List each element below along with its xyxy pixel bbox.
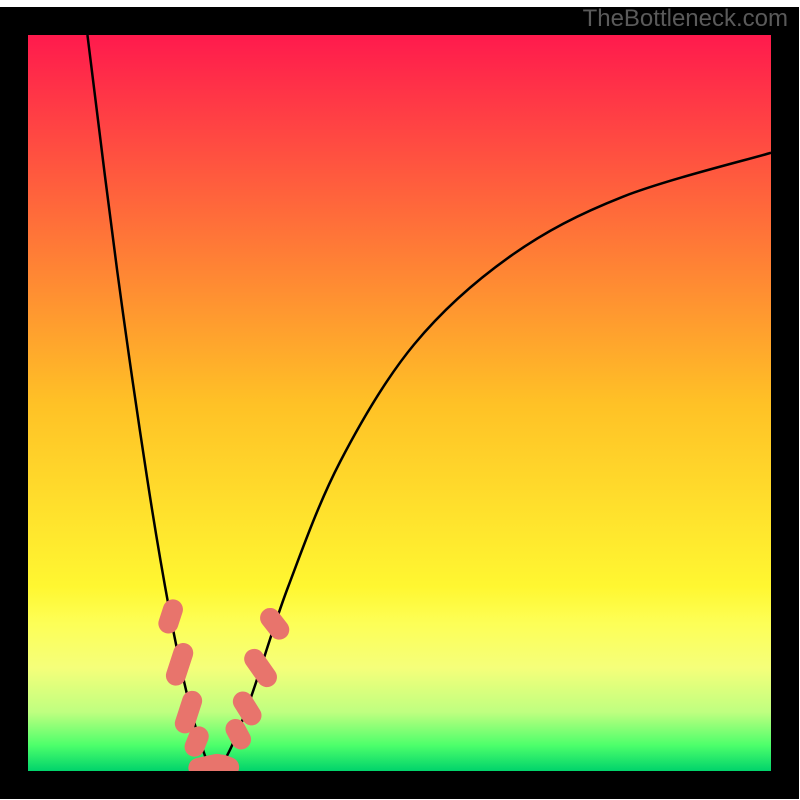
chart-container: TheBottleneck.com: [0, 0, 800, 800]
watermark-text: TheBottleneck.com: [583, 5, 788, 33]
plot-border: [0, 7, 799, 799]
